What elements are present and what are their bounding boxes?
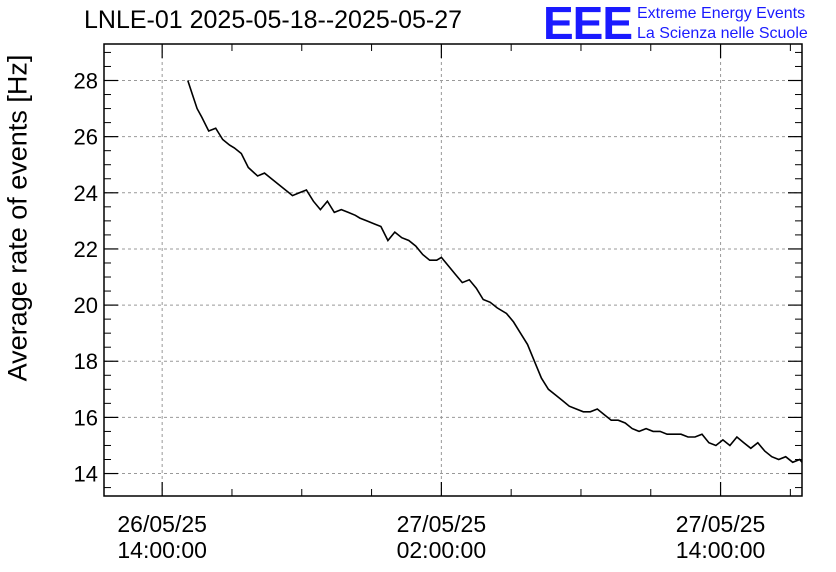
y-tick-label: 28 [74, 68, 98, 93]
eee-logo: EEE [543, 0, 633, 49]
eee-logo-text: Extreme Energy Events La Scienza nelle S… [637, 4, 808, 44]
x-tick-label-date: 27/05/25 [397, 511, 487, 537]
plot-frame [103, 43, 803, 497]
y-tick-label: 20 [74, 293, 98, 318]
rate-series-line [187, 80, 802, 464]
chart-title: LNLE-01 2025-05-18--2025-05-27 [84, 6, 463, 34]
y-tick-label: 14 [74, 462, 98, 487]
x-tick-label-date: 26/05/25 [117, 511, 207, 537]
logo-line-2: La Scienza nelle Scuole [637, 25, 808, 42]
x-tick-label-time: 14:00:00 [117, 537, 207, 563]
y-tick-label: 16 [74, 405, 98, 430]
y-tick-label: 18 [74, 349, 98, 374]
x-tick-label-date: 27/05/25 [676, 511, 766, 537]
x-tick-label-time: 02:00:00 [397, 537, 487, 563]
y-tick-label: 26 [74, 125, 98, 150]
x-tick-label-time: 14:00:00 [676, 537, 766, 563]
y-tick-label: 22 [74, 237, 98, 262]
y-tick-label: 24 [74, 181, 98, 206]
logo-line-1: Extreme Energy Events [637, 5, 806, 22]
